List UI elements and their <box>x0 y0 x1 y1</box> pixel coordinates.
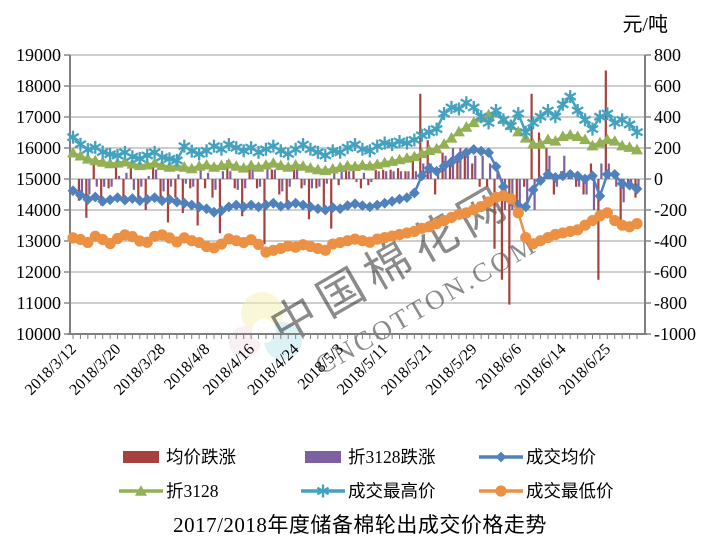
svg-text:600: 600 <box>654 76 681 96</box>
legend-item-conv3128: 折3128 <box>118 477 300 504</box>
svg-text:12000: 12000 <box>16 262 61 282</box>
legend-label: 成交均价 <box>526 447 596 467</box>
chart-legend: 均价跌涨 折3128跌涨 成交均价折3128 成交最高价 成交最低价 <box>118 443 648 504</box>
legend-item-deal-high-price: 成交最高价 <box>300 477 478 504</box>
legend-swatch-avg-price-change <box>123 450 159 463</box>
legend-item-avg-price-change: 均价跌涨 <box>118 443 300 470</box>
series-deal-avg-price <box>67 144 643 218</box>
series-deal-low-price <box>67 190 643 258</box>
axes <box>64 54 651 339</box>
legend-label: 折3128跌涨 <box>348 447 436 467</box>
legend-swatch-conv3128 <box>119 484 163 496</box>
svg-text:14000: 14000 <box>16 200 61 220</box>
svg-text:-600: -600 <box>654 262 687 282</box>
svg-text:-200: -200 <box>654 200 687 220</box>
svg-text:18000: 18000 <box>16 76 61 96</box>
svg-text:15000: 15000 <box>16 169 61 189</box>
svg-text:16000: 16000 <box>16 138 61 158</box>
chart-title: 2017/2018年度储备棉轮出成交价格走势 <box>173 513 547 537</box>
legend-item-conv3128-change: 折3128跌涨 <box>300 443 478 470</box>
svg-text:11000: 11000 <box>17 293 61 313</box>
legend-label: 均价跌涨 <box>166 447 236 467</box>
legend-item-deal-low-price: 成交最低价 <box>478 477 648 504</box>
svg-text:17000: 17000 <box>16 107 61 127</box>
legend-item-deal-avg-price: 成交均价 <box>478 443 648 470</box>
svg-text:-1000: -1000 <box>654 324 696 344</box>
legend-swatch-deal-avg-price <box>479 451 523 462</box>
svg-text:200: 200 <box>654 138 681 158</box>
series-conv3128 <box>67 107 643 176</box>
series-deal-high-price <box>66 90 644 167</box>
series-conv3128-change <box>80 148 640 210</box>
svg-text:0: 0 <box>654 169 663 189</box>
legend-swatch-conv3128-change <box>305 450 341 463</box>
svg-text:13000: 13000 <box>16 231 61 251</box>
svg-text:800: 800 <box>654 45 681 65</box>
legend-label: 折3128 <box>166 481 219 501</box>
svg-text:19000: 19000 <box>16 45 61 65</box>
series-avg-price-change <box>77 70 637 305</box>
legend-label: 成交最高价 <box>348 481 436 501</box>
svg-text:400: 400 <box>654 107 681 127</box>
right-axis-labels: 800 600 400 200 0 -200 -400 -600 -800 -1000 <box>654 45 696 344</box>
svg-text:10000: 10000 <box>16 324 61 344</box>
legend-swatch-deal-high-price <box>301 484 345 497</box>
right-axis-unit-label: 元/吨 <box>622 14 668 36</box>
legend-label: 成交最低价 <box>526 481 614 501</box>
svg-text:-800: -800 <box>654 293 687 313</box>
legend-swatch-deal-low-price <box>479 484 523 497</box>
left-axis-labels: 19000 18000 17000 16000 15000 14000 13000 12000… <box>16 45 61 344</box>
svg-text:-400: -400 <box>654 231 687 251</box>
